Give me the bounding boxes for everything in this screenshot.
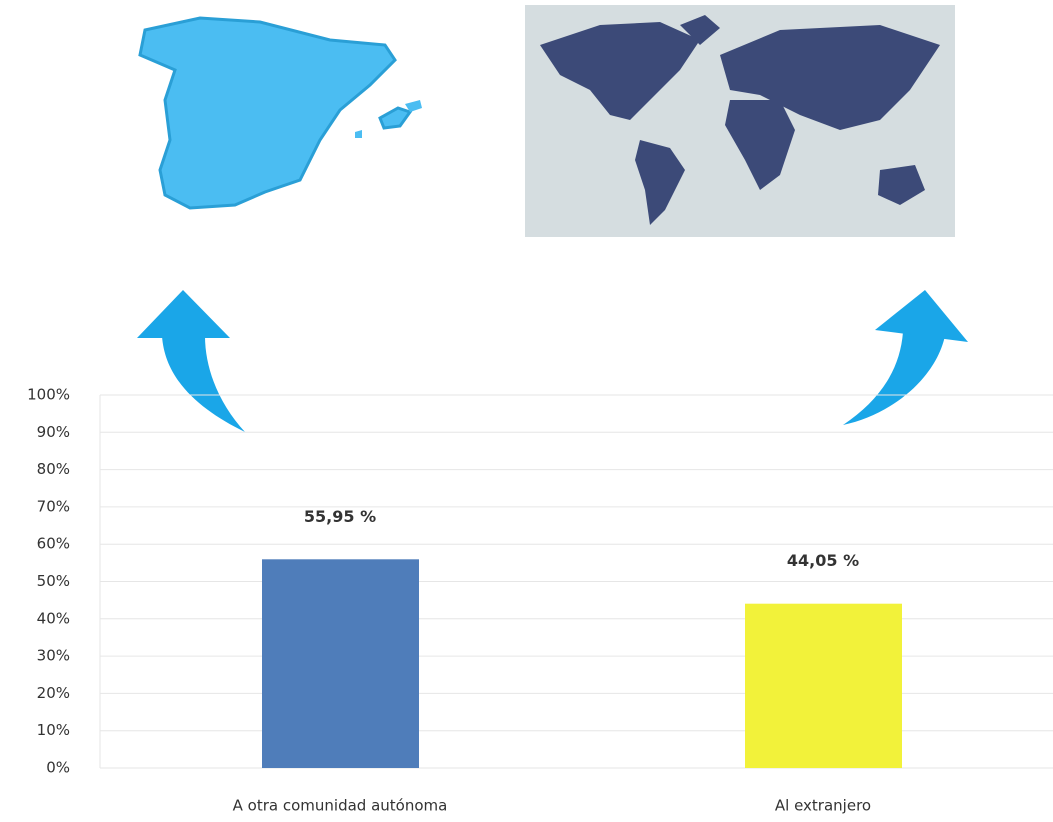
y-tick-label: 60%: [37, 535, 70, 553]
spain-map: [138, 16, 422, 210]
value-label: 55,95 %: [304, 507, 376, 526]
arrow-left: [137, 290, 245, 432]
x-tick-label: Al extranjero: [775, 797, 871, 815]
world-map: [525, 5, 955, 237]
value-label: 44,05 %: [787, 551, 859, 570]
bar: [262, 559, 419, 768]
y-tick-label: 80%: [37, 460, 70, 478]
y-tick-label: 20%: [37, 684, 70, 702]
y-tick-label: 90%: [37, 423, 70, 441]
y-tick-label: 10%: [37, 721, 70, 739]
y-tick-label: 0%: [46, 759, 70, 777]
y-tick-label: 30%: [37, 647, 70, 665]
x-tick-label: A otra comunidad autónoma: [233, 797, 448, 815]
y-tick-label: 50%: [37, 572, 70, 590]
y-tick-label: 40%: [37, 609, 70, 627]
y-tick-label: 100%: [27, 386, 70, 404]
arrow-right: [843, 290, 968, 425]
bar: [745, 603, 902, 768]
plot-area: 0% 10% 20% 30% 40% 50% 60% 70% 80% 90% 100% A otra …: [27, 386, 1053, 815]
y-tick-label: 70%: [37, 497, 70, 515]
